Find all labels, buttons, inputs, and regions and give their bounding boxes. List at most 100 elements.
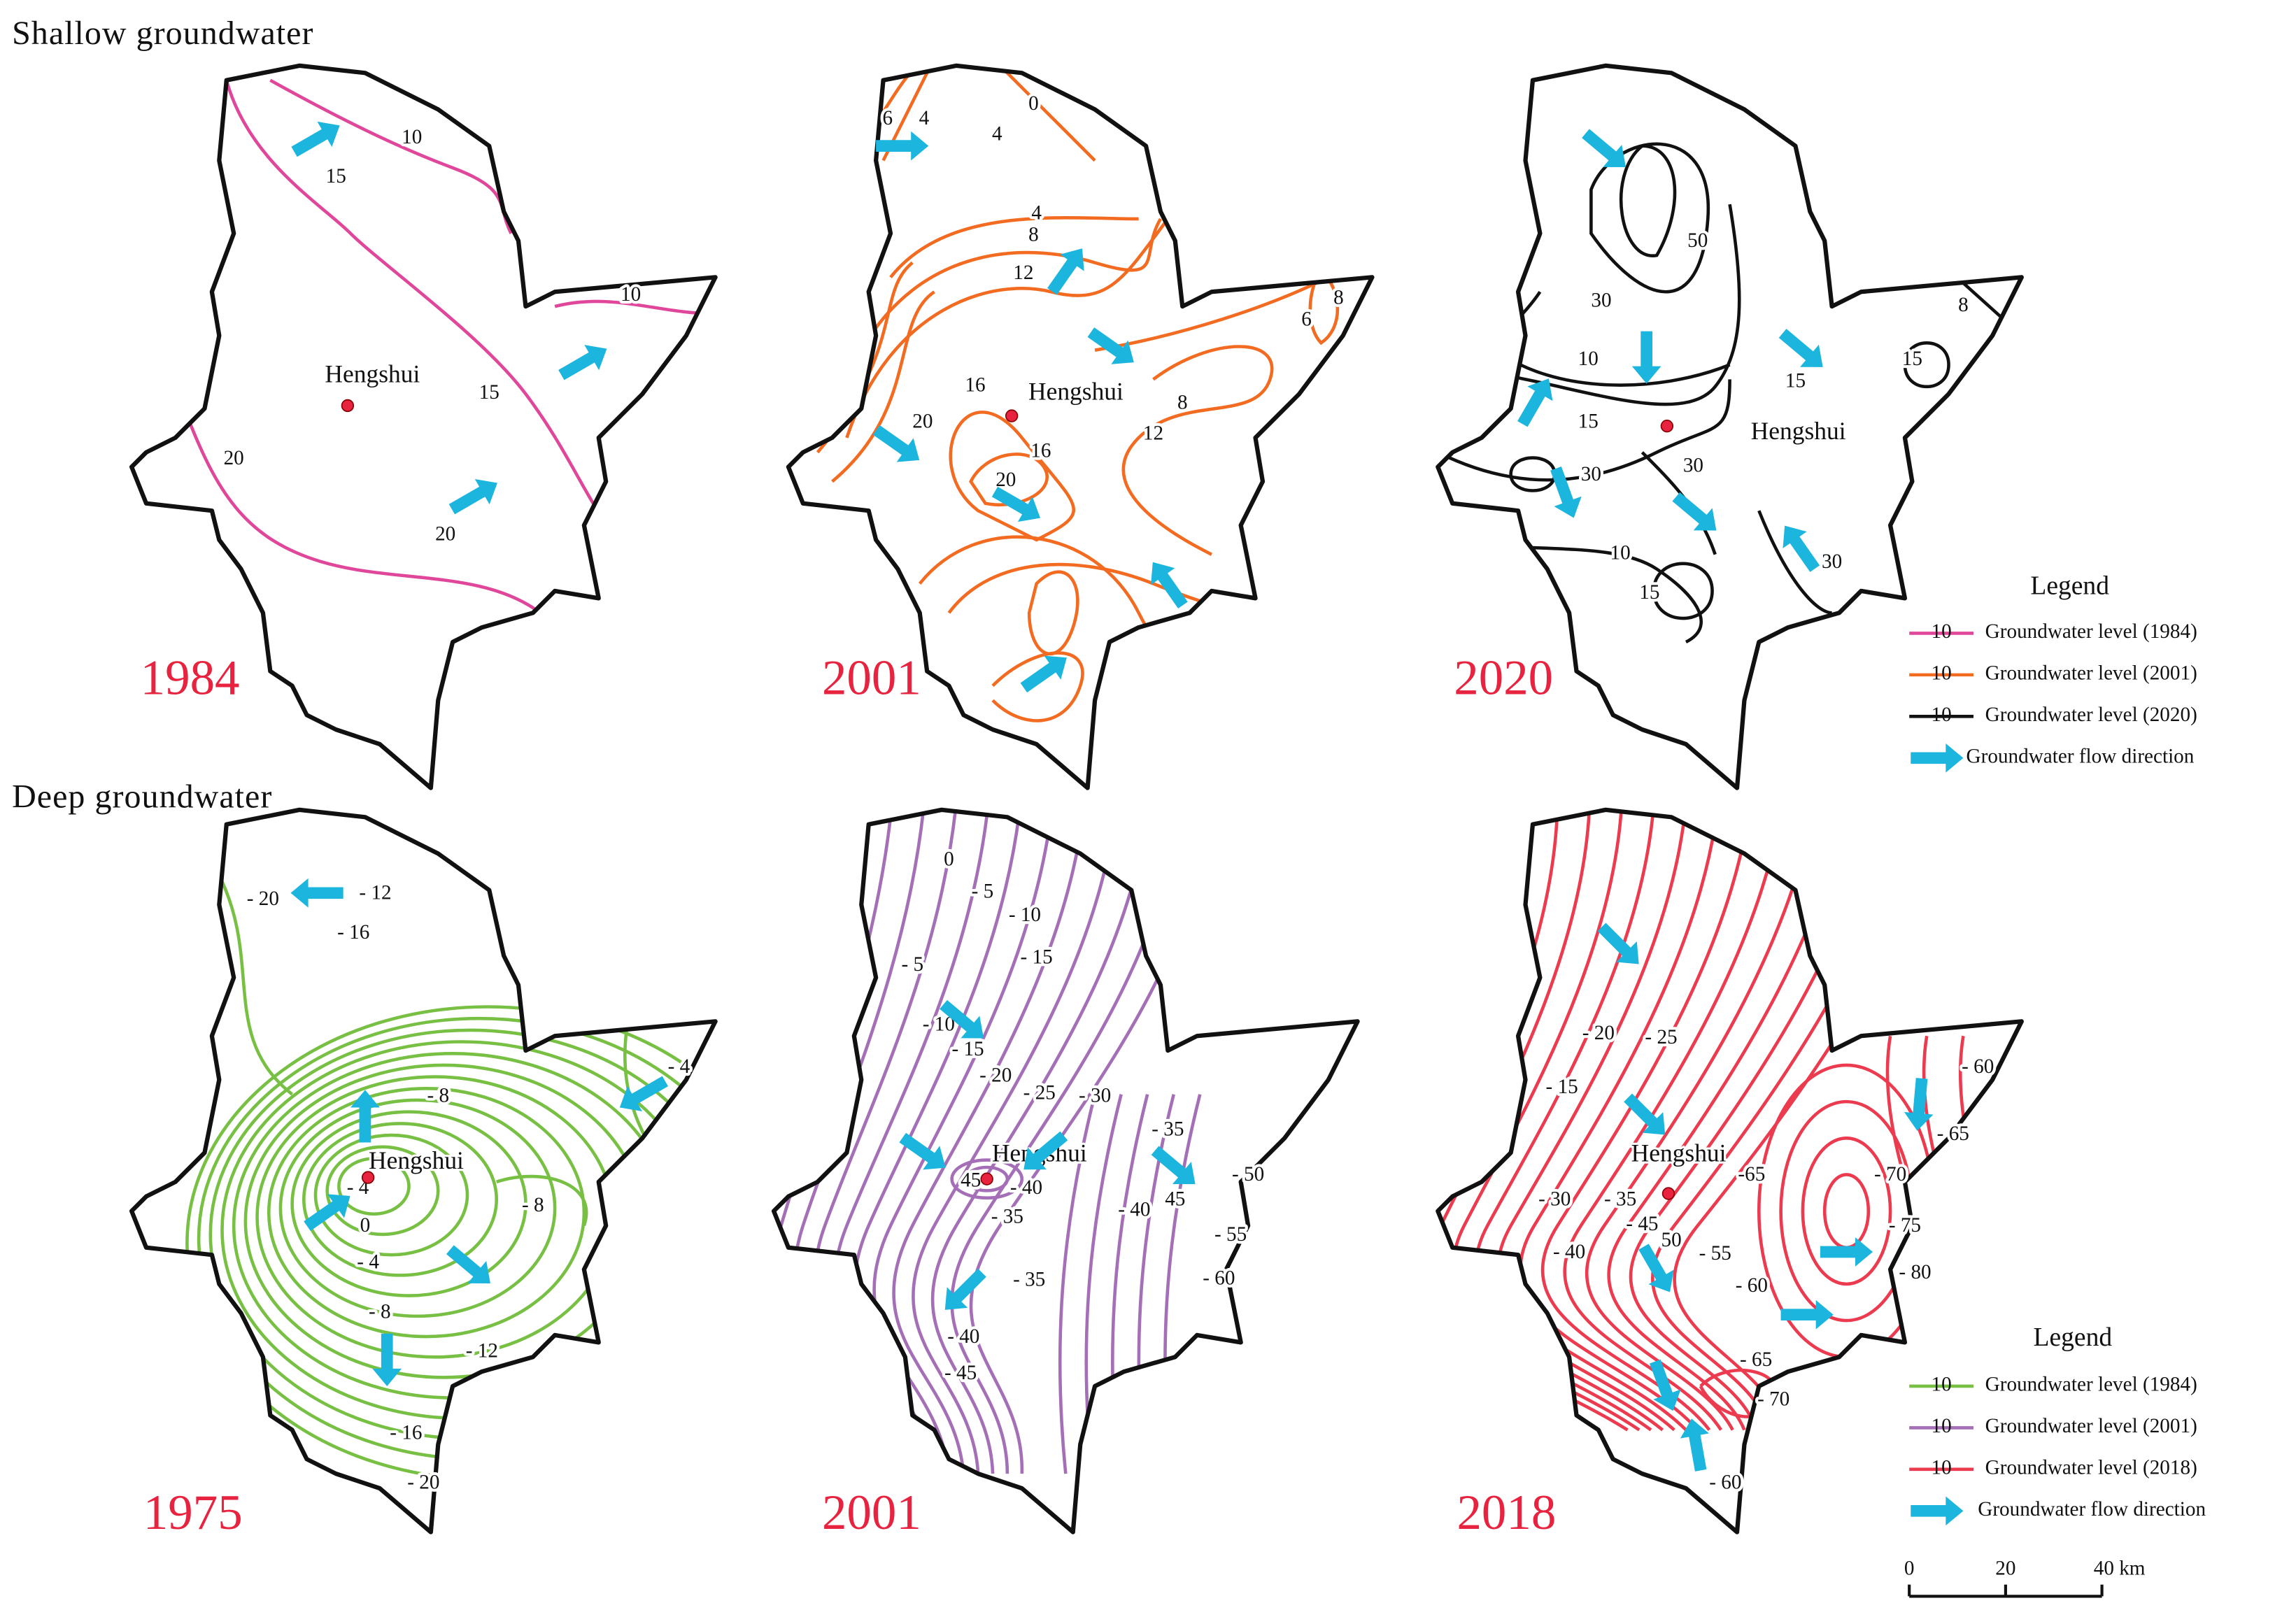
flow-arrow (1151, 1146, 1196, 1185)
region-fill (788, 65, 1373, 788)
contour-label: 6 (1301, 308, 1312, 331)
city-label: Hengshui (325, 359, 420, 387)
contour-label: - 55 (1214, 1223, 1247, 1246)
flow-arrow (1650, 1359, 1681, 1411)
flow-arrow (1778, 329, 1823, 367)
contour-label: - 20 (247, 888, 279, 910)
legend-item: Groundwater level (2018) (1985, 1457, 2197, 1479)
contour-label: 15 (1578, 411, 1599, 433)
city-label: Hengshui (1028, 377, 1124, 405)
contour-label: - 12 (359, 882, 391, 904)
panel-year: 1975 (143, 1486, 243, 1540)
city-marker (980, 1172, 993, 1185)
contour-label: - 20 (407, 1471, 439, 1493)
contour-line (1121, 345, 1274, 556)
region-boundary (1436, 63, 2024, 790)
contour-line (949, 411, 1076, 542)
contour-label: 15 (1902, 348, 1922, 370)
flow-arrow (291, 121, 340, 157)
scale-label: 0 (1904, 1558, 1915, 1580)
contour-label: - 45 (1626, 1213, 1658, 1235)
flow-arrow (350, 1090, 380, 1143)
contour-label: 0 (1028, 92, 1039, 115)
legend-swatch-label: 10 (1932, 620, 1952, 643)
flow-arrow (1020, 655, 1067, 693)
contour-label: - 15 (1546, 1076, 1578, 1098)
contour-label: 16 (1030, 439, 1051, 462)
contour-line (313, 1133, 469, 1257)
contour-label: 8 (1958, 294, 1969, 316)
flow-arrow (940, 999, 984, 1039)
contour-label: - 70 (1874, 1163, 1906, 1185)
scale-label: 40 km (2094, 1558, 2146, 1580)
flow-arrow (290, 878, 343, 908)
contour-label: - 35 (1013, 1268, 1045, 1290)
contour-label: - 16 (337, 921, 369, 943)
contour-line (197, 1016, 716, 1461)
city-label: Hengshui (1631, 1139, 1727, 1167)
contour-label: - 40 (1010, 1176, 1042, 1199)
contour-label: 20 (224, 447, 244, 469)
contour-label: - 4 (357, 1251, 379, 1273)
legend-item: Groundwater level (2020) (1985, 704, 2197, 726)
flow-arrow (558, 345, 607, 380)
panel-year: 2001 (822, 1486, 921, 1540)
contour-line (892, 809, 1088, 1474)
contour-label: - 60 (1203, 1267, 1235, 1289)
legend-item: Groundwater flow direction (1966, 746, 2195, 768)
legend-item: Groundwater level (2001) (1985, 1415, 2197, 1437)
contour-label: 30 (1822, 550, 1842, 573)
contours (1438, 809, 2009, 1432)
contour-label: - 30 (1079, 1085, 1111, 1107)
contour-line (1519, 809, 1720, 1432)
contour-label: - 35 (1604, 1188, 1636, 1211)
contour-label: 50 (1687, 229, 1708, 252)
flow-arrow (619, 1076, 669, 1112)
flow-arrow (372, 1333, 402, 1386)
map-panel (129, 807, 718, 1534)
flow-arrow (899, 1132, 946, 1170)
contour-label: - 30 (1538, 1188, 1571, 1211)
contour-line (1757, 510, 1832, 615)
contour-line (185, 1005, 716, 1481)
contour-label: - 16 (390, 1421, 422, 1444)
contour-label: 0 (944, 848, 954, 871)
flow-arrow (1624, 1093, 1666, 1135)
contour-line (1585, 809, 1816, 1431)
map-panel (129, 63, 718, 790)
contour-line (218, 874, 294, 1096)
contour-label: - 8 (369, 1300, 391, 1323)
contour-label: 20 (912, 411, 933, 433)
flow-arrow (1047, 248, 1084, 295)
contour-line (965, 1165, 1009, 1192)
contour-label: 50 (1661, 1229, 1682, 1251)
flow-arrow (1780, 1299, 1834, 1330)
contour-line (1652, 562, 1714, 620)
contour-label: 4 (1031, 201, 1042, 224)
flow-arrow (1517, 378, 1553, 427)
contour-label: - 65 (1937, 1123, 1969, 1145)
region-fill (1438, 65, 2022, 788)
city-marker (361, 1171, 375, 1184)
contour-label: - 60 (1736, 1274, 1768, 1297)
contour-label: 30 (1683, 454, 1703, 476)
contour-line (950, 1158, 1024, 1200)
contour-label: - 80 (1899, 1261, 1931, 1283)
contour-line (1496, 809, 1688, 1432)
flow-arrow (448, 478, 497, 515)
flow-arrow (876, 131, 929, 161)
region-fill (774, 809, 1358, 1532)
contour-label: - 5 (901, 953, 923, 976)
contour-line (1801, 1137, 1892, 1286)
contour-line (998, 65, 1096, 162)
legend-swatch-label: 10 (1932, 1457, 1952, 1479)
contour-label: - 25 (1645, 1026, 1677, 1048)
city-label: Hengshui (1751, 417, 1846, 445)
contour-label: 8 (1177, 392, 1188, 414)
contour-label: - 75 (1889, 1214, 1921, 1237)
contour-label: - 5 (972, 880, 994, 902)
contour-label: 15 (326, 165, 346, 187)
contour-line (188, 422, 541, 615)
map-panel (771, 807, 1360, 1534)
